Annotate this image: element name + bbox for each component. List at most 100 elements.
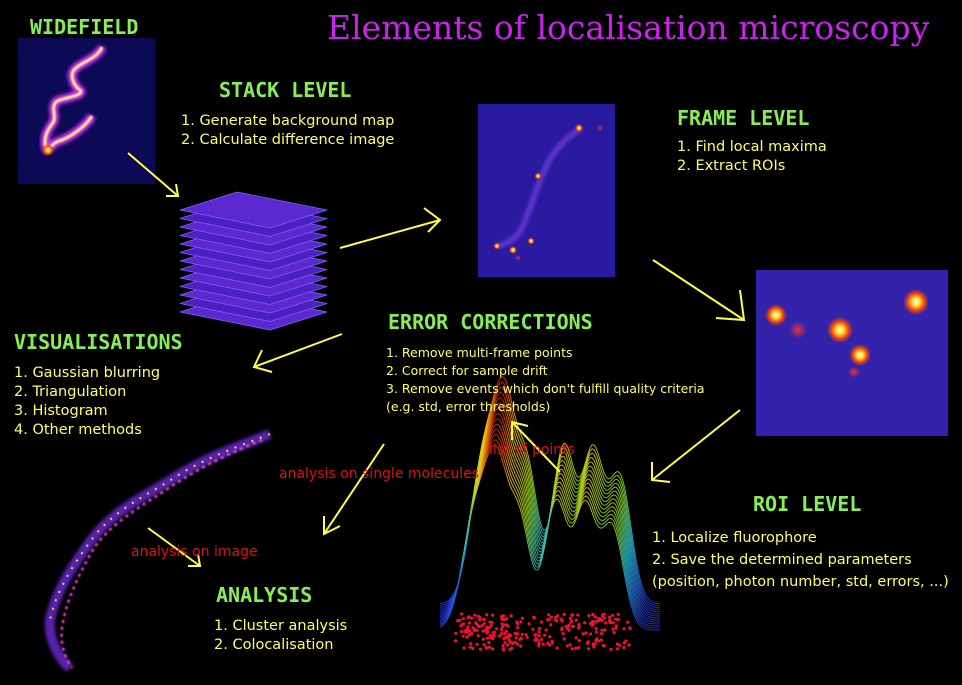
- localization-point: [618, 643, 622, 647]
- localization-point: [471, 646, 475, 651]
- localization-point: [585, 641, 590, 645]
- frame-stack-image: [179, 191, 328, 331]
- localization-point: [527, 622, 531, 626]
- localization-point: [626, 620, 630, 624]
- localization-point: [486, 630, 490, 634]
- localization-point: [510, 641, 515, 646]
- list-of-points-label: list of points: [489, 442, 575, 458]
- localization-point: [616, 617, 621, 622]
- localization-point: [509, 633, 513, 637]
- localization-point: [472, 628, 477, 633]
- localization-point: [537, 641, 541, 645]
- localization-point: [560, 627, 564, 632]
- localization-point: [454, 631, 458, 635]
- localization-peaks-plot: [439, 376, 661, 652]
- localization-point: [597, 616, 601, 621]
- localization-point: [562, 637, 566, 641]
- peak-surface-line: [439, 376, 661, 605]
- localization-point: [577, 639, 581, 643]
- localization-point: [473, 613, 477, 617]
- localization-point: [544, 628, 548, 632]
- localization-point: [600, 628, 604, 632]
- localization-point: [506, 624, 510, 628]
- localization-point: [566, 627, 570, 631]
- localization-point: [474, 621, 478, 625]
- localization-point: [506, 643, 510, 647]
- localization-point: [611, 621, 615, 625]
- localization-point: [467, 621, 471, 625]
- localization-point: [458, 618, 462, 623]
- localization-point: [505, 617, 509, 621]
- localization-point: [461, 622, 466, 626]
- stack-level-step: 2. Calculate difference image: [181, 132, 395, 148]
- localization-point: [576, 645, 581, 650]
- localization-point: [477, 624, 481, 628]
- localization-point: [534, 632, 538, 637]
- localization-point: [608, 615, 612, 619]
- localization-point: [594, 630, 598, 634]
- localization-point: [485, 625, 489, 630]
- stack-level-step: 1. Generate background map: [181, 113, 395, 129]
- localization-point: [513, 640, 517, 645]
- localization-point: [595, 638, 599, 642]
- localization-point: [570, 647, 574, 651]
- localization-point: [501, 644, 505, 648]
- localization-point: [603, 628, 607, 632]
- localization-point: [466, 625, 470, 629]
- arrow-errors-to-visualisations: [252, 333, 343, 373]
- localization-point: [465, 627, 469, 632]
- localization-point: [482, 622, 486, 626]
- localization-point: [482, 643, 486, 647]
- localization-point: [543, 633, 547, 637]
- localization-point: [549, 615, 554, 619]
- localization-point: [481, 637, 485, 641]
- localization-point: [550, 641, 555, 645]
- localization-point: [461, 634, 465, 638]
- localization-point: [514, 636, 518, 640]
- roi-zoom-image: [756, 270, 948, 436]
- page-title: Elements of localisation microscopy: [327, 8, 930, 47]
- localization-point: [577, 622, 581, 627]
- localization-point: [615, 647, 620, 651]
- localization-point: [502, 623, 506, 627]
- localization-point: [498, 634, 502, 638]
- stack-level-steps: 1. Generate background map 2. Calculate …: [181, 112, 394, 150]
- localization-point: [586, 647, 591, 651]
- analysis-on-image-label: analysis on image: [131, 544, 258, 560]
- arrow-frame-to-roi: [652, 259, 746, 322]
- localization-point: [568, 616, 573, 620]
- localization-point: [594, 620, 598, 624]
- localization-point: [524, 633, 528, 637]
- localization-point: [513, 631, 517, 636]
- localization-point: [539, 620, 544, 624]
- single-frame-image: [478, 104, 615, 277]
- localization-point: [584, 631, 588, 635]
- frame-level-heading: FRAME LEVEL: [677, 106, 810, 130]
- localization-point: [591, 619, 595, 623]
- stack-level-heading: STACK LEVEL: [219, 78, 352, 102]
- localization-point: [475, 628, 479, 632]
- localization-point: [471, 626, 475, 630]
- frame-level-step: 1. Find local maxima: [677, 139, 827, 155]
- arrow-peaks-to-errors: [511, 420, 561, 473]
- localization-point: [591, 642, 595, 646]
- localization-point: [577, 626, 581, 630]
- localization-point: [500, 632, 504, 636]
- localization-point: [603, 616, 607, 620]
- localization-point: [539, 637, 543, 642]
- localization-point: [549, 623, 553, 627]
- localization-point: [537, 634, 541, 638]
- localization-point: [541, 642, 545, 646]
- localization-point: [459, 629, 464, 634]
- localization-point: [509, 614, 513, 618]
- analysis-single-molecules-label: analysis on single molecules: [279, 466, 479, 482]
- localization-point: [537, 626, 542, 631]
- localization-point: [492, 634, 496, 639]
- localization-point: [503, 631, 507, 635]
- error-corrections-steps: 1. Remove multi-frame points 2. Correct …: [386, 344, 706, 416]
- arrow-widefield-to-stack: [127, 152, 180, 197]
- localization-point: [608, 618, 612, 623]
- roi-level-heading: ROI LEVEL: [753, 492, 862, 516]
- localization-point: [478, 647, 483, 651]
- localization-point: [470, 616, 474, 620]
